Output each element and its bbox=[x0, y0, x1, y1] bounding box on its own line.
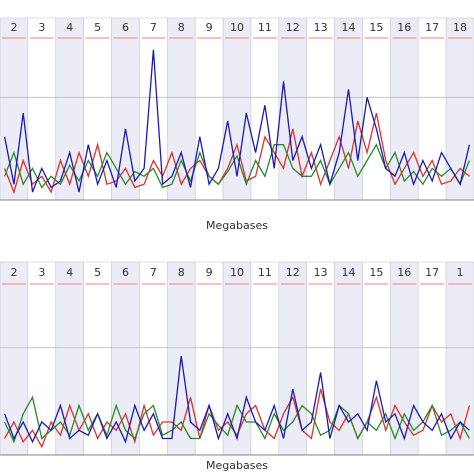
chromosome-column bbox=[55, 261, 84, 456]
chromosome-label: 2 bbox=[10, 21, 17, 34]
chromosome-label: 11 bbox=[258, 21, 272, 34]
chromosome-label: 13 bbox=[314, 21, 328, 34]
chromosome-column bbox=[306, 261, 335, 456]
chromosome-column bbox=[445, 261, 474, 456]
chromosome-label: 7 bbox=[150, 266, 157, 279]
chromosome-label: 9 bbox=[206, 266, 213, 279]
chromosome-label: 8 bbox=[178, 21, 185, 34]
chromosome-column bbox=[278, 261, 308, 456]
chromosome-column bbox=[278, 17, 308, 201]
chromosome-column bbox=[390, 261, 419, 456]
chromosome-column bbox=[111, 261, 140, 456]
chromosome-label: 8 bbox=[178, 266, 185, 279]
lod-trace bbox=[4, 388, 471, 449]
lod-trace bbox=[3, 49, 471, 193]
chromosome-label: 10 bbox=[230, 21, 244, 34]
lod-trace bbox=[4, 395, 470, 444]
chromosome-column bbox=[83, 261, 112, 456]
chromosome-label: 14 bbox=[342, 266, 356, 279]
chromosome-label: 3 bbox=[38, 21, 45, 34]
x-axis-label: Megabases bbox=[206, 459, 268, 472]
chromosome-column bbox=[417, 261, 447, 456]
chromosome-column bbox=[306, 17, 335, 201]
chromosome-column bbox=[362, 261, 391, 456]
chromosome-column bbox=[0, 261, 29, 456]
chromosome-column bbox=[166, 17, 196, 201]
chromosome-label: 12 bbox=[286, 21, 300, 34]
chromosome-label: 17 bbox=[425, 21, 439, 34]
chromosome-column bbox=[83, 17, 112, 201]
chromosome-column bbox=[334, 261, 363, 456]
chromosome-column bbox=[27, 17, 57, 201]
chromosome-column bbox=[417, 17, 447, 201]
chromosome-label: 9 bbox=[206, 21, 213, 34]
chromosome-label: 12 bbox=[286, 266, 300, 279]
chromosome-label: 3 bbox=[38, 266, 45, 279]
chromosome-label: 16 bbox=[397, 266, 411, 279]
chromosome-column bbox=[194, 17, 224, 201]
chromosome-column bbox=[334, 17, 363, 201]
chromosome-label: 15 bbox=[369, 21, 383, 34]
chromosome-label: 1 bbox=[457, 266, 464, 279]
chromosome-label: 6 bbox=[122, 266, 129, 279]
chromosome-column bbox=[250, 261, 280, 456]
x-axis-label: Megabases bbox=[206, 219, 268, 232]
chromosome-label: 6 bbox=[122, 21, 129, 34]
chromosome-column bbox=[139, 261, 168, 456]
chromosome-label: 15 bbox=[369, 266, 383, 279]
chromosome-label: 16 bbox=[397, 21, 411, 34]
chromosome-column bbox=[445, 17, 474, 201]
chromosome-label: 4 bbox=[66, 21, 73, 34]
chromosome-label: 5 bbox=[94, 21, 101, 34]
chromosome-label: 13 bbox=[314, 266, 328, 279]
chromosome-column bbox=[27, 261, 57, 456]
chromosome-label: 7 bbox=[150, 21, 157, 34]
chromosome-label: 2 bbox=[10, 266, 17, 279]
chromosome-label: 4 bbox=[66, 266, 73, 279]
chromosome-column bbox=[0, 17, 29, 201]
chromosome-label: 11 bbox=[258, 266, 272, 279]
chromosome-label: 14 bbox=[342, 21, 356, 34]
chromosome-column bbox=[111, 17, 140, 201]
lod-trace bbox=[3, 112, 470, 195]
chromosome-label: 18 bbox=[453, 21, 467, 34]
chromosome-column bbox=[222, 261, 252, 456]
chromosome-label: 10 bbox=[230, 266, 244, 279]
lod-trace bbox=[3, 355, 470, 444]
chromosome-column bbox=[362, 17, 391, 201]
chromosome-label: 17 bbox=[425, 266, 439, 279]
chromosome-label: 5 bbox=[94, 266, 101, 279]
chromosome-column bbox=[55, 17, 84, 201]
chromosome-column bbox=[139, 17, 168, 201]
